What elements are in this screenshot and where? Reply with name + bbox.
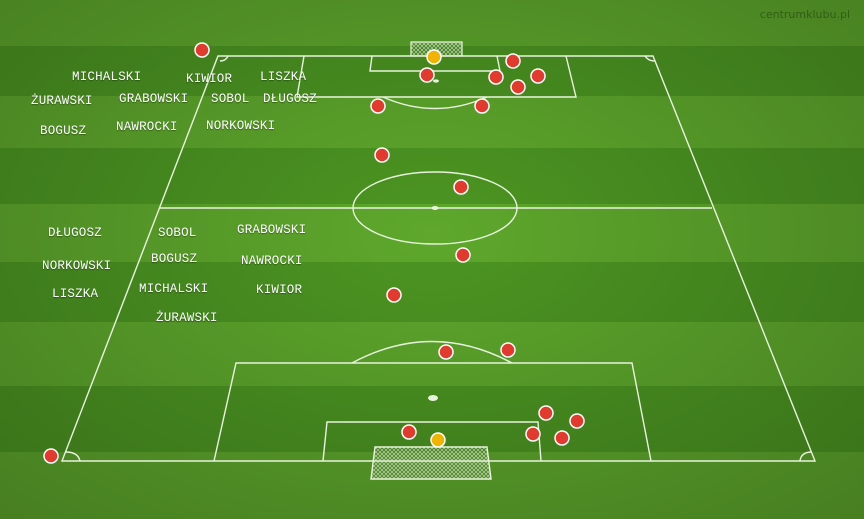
player-marker	[194, 42, 210, 58]
bottom-penalty-spot	[428, 395, 438, 401]
player-markers	[43, 42, 585, 464]
player-name: MICHALSKI	[139, 282, 209, 296]
corner-arc-top-right	[644, 55, 656, 62]
player-name: NAWROCKI	[116, 120, 178, 134]
player-name: NORKOWSKI	[206, 119, 276, 133]
bottom-penalty-box	[213, 362, 652, 462]
player-name: ŻURAWSKI	[156, 311, 218, 325]
player-marker	[554, 430, 570, 446]
player-marker	[401, 424, 417, 440]
player-name: MICHALSKI	[72, 70, 142, 84]
player-name: BOGUSZ	[151, 252, 198, 266]
player-marker	[505, 53, 521, 69]
player-marker	[569, 413, 585, 429]
top-goal-area	[369, 55, 501, 72]
player-name: LISZKA	[52, 287, 99, 301]
player-marker	[500, 342, 516, 358]
player-name: NORKOWSKI	[42, 259, 112, 273]
player-marker	[538, 405, 554, 421]
centre-circle	[352, 171, 518, 245]
centre-spot	[431, 206, 439, 210]
player-marker	[525, 426, 541, 442]
player-name: SOBOL	[211, 92, 250, 106]
player-marker	[530, 68, 546, 84]
corner-arc-bottom-left	[65, 451, 81, 462]
player-marker	[419, 67, 435, 83]
player-name: DŁUGOSZ	[48, 226, 102, 240]
pitch-spots	[428, 79, 439, 401]
player-name: NAWROCKI	[241, 254, 303, 268]
player-name: LISZKA	[260, 70, 307, 84]
player-name: ŻURAWSKI	[31, 94, 93, 108]
player-name: BOGUSZ	[40, 124, 87, 138]
corner-arc-top-left	[219, 55, 229, 62]
player-marker	[453, 179, 469, 195]
bottom-penalty-arc	[351, 340, 513, 364]
bottom-goal-area	[322, 421, 542, 462]
goalkeeper-marker-bottom	[430, 432, 446, 448]
brand-watermark: centrumklubu.pl	[759, 8, 850, 21]
player-marker	[370, 98, 386, 114]
player-name: GRABOWSKI	[119, 92, 189, 106]
bottom-goal	[370, 446, 492, 480]
player-marker	[374, 147, 390, 163]
goalkeeper-marker-top	[426, 49, 442, 65]
top-penalty-box	[296, 55, 577, 98]
player-marker	[474, 98, 490, 114]
player-name: GRABOWSKI	[237, 223, 307, 237]
player-marker	[438, 344, 454, 360]
top-penalty-spot	[433, 79, 439, 83]
player-name: SOBOL	[158, 226, 197, 240]
player-name: DŁUGOSZ	[263, 92, 317, 106]
player-name: KIWIOR	[186, 72, 233, 86]
player-marker	[386, 287, 402, 303]
player-marker	[510, 79, 526, 95]
player-name: KIWIOR	[256, 283, 303, 297]
player-marker	[43, 448, 59, 464]
player-marker	[488, 69, 504, 85]
player-marker	[455, 247, 471, 263]
corner-arc-bottom-right	[799, 451, 813, 462]
